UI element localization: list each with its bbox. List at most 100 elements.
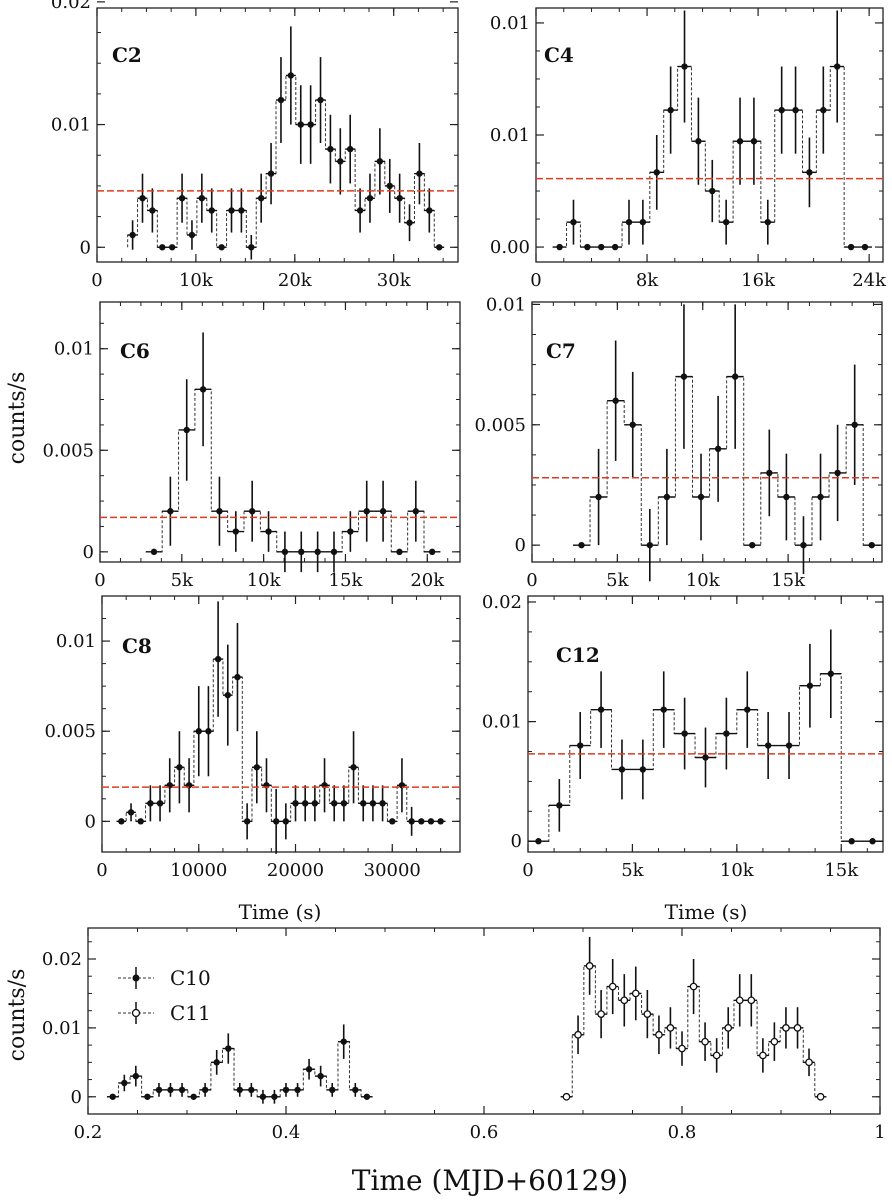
series-data-point	[618, 766, 626, 773]
series-step-line	[145, 388, 441, 553]
x-tick-label: 20k	[410, 570, 445, 591]
series-data-point	[188, 231, 196, 239]
series-data-point	[680, 373, 688, 380]
series-data-point	[598, 243, 605, 251]
series-data-point	[731, 373, 739, 380]
series-c10-data-point	[225, 1045, 232, 1052]
series-data-point	[267, 170, 275, 177]
x-tick-label: 5k	[621, 860, 644, 881]
x-tick-label: 30k	[377, 270, 412, 291]
y-tick-label: 0	[71, 1087, 82, 1108]
series-c11-data-point	[643, 1010, 652, 1018]
series-data-point	[653, 169, 660, 176]
series-data-point	[834, 469, 841, 477]
series-data-point	[744, 706, 751, 713]
x-tick-label: 10k	[686, 570, 721, 591]
x-tick-label: 5k	[171, 570, 194, 591]
series-c11-data-point	[597, 1010, 605, 1018]
series-data-point	[234, 673, 241, 681]
x-tick-label: 0	[522, 860, 533, 881]
y-tick-label: 0.01	[42, 1018, 82, 1039]
series-data-point	[556, 802, 563, 809]
series-data-point	[178, 194, 186, 202]
series-data-point	[301, 800, 309, 807]
series-data-point	[369, 800, 377, 807]
series-c11-data-point	[770, 1037, 779, 1046]
series-c10-data-point	[213, 1059, 220, 1066]
series-data-point	[208, 207, 215, 214]
series-data-point	[379, 800, 386, 807]
series-data-point	[428, 548, 436, 556]
series-step-line	[127, 74, 445, 248]
panel-label: C7	[546, 339, 576, 363]
x-axis-label-right: Time (s)	[665, 900, 748, 924]
series-data-point	[327, 145, 334, 153]
series-data-point	[330, 548, 338, 556]
x-tick-label: 0.8	[668, 1122, 697, 1143]
series-data-point	[535, 838, 542, 845]
y-tick-label: 0	[515, 535, 526, 556]
series-c10-data-point	[282, 1086, 290, 1094]
series-data-point	[806, 682, 814, 689]
series-data-point	[228, 207, 235, 214]
series-data-point	[149, 207, 156, 214]
series-data-point	[785, 742, 793, 749]
series-data-point	[660, 706, 667, 713]
series-data-point	[281, 548, 289, 556]
series-data-point	[137, 818, 144, 825]
series-data-point	[396, 548, 403, 556]
series-data-point	[792, 106, 799, 114]
series-data-point	[287, 72, 295, 79]
plot-frame	[99, 301, 461, 563]
series-step-line	[116, 658, 446, 822]
series-data-point	[282, 818, 290, 825]
series-data-point	[218, 244, 225, 251]
series-data-point	[736, 138, 744, 145]
series-data-point	[224, 691, 231, 699]
series-data-point	[156, 800, 164, 807]
series-c10-data-point	[178, 1086, 186, 1094]
series-c11-data-point	[631, 989, 640, 998]
series-data-point	[820, 106, 827, 114]
series-data-point	[412, 508, 420, 515]
series-data-point	[851, 421, 858, 428]
series-data-point	[709, 187, 716, 195]
series-c11-data-point	[747, 996, 756, 1005]
x-tick-label: 16k	[741, 270, 776, 291]
series-data-point	[869, 838, 876, 845]
series-data-point	[297, 121, 304, 128]
panel-c2: 0 10k 20k 30k 0 0.01 0.02 C2	[51, 0, 459, 291]
series-c11-data-point	[655, 1030, 663, 1039]
x-tick-label: 1	[874, 1122, 885, 1143]
series-data-point	[584, 243, 591, 251]
series-c10-data-point	[109, 1093, 116, 1100]
series-data-point	[868, 541, 875, 549]
series-data-point	[340, 800, 348, 807]
series-data-point	[257, 194, 265, 202]
series-data-point	[408, 818, 415, 825]
series-data-point	[360, 800, 367, 807]
series-data-point	[418, 818, 425, 825]
series-data-point	[331, 800, 338, 807]
panel-c8: 0 10000 20000 30000 0 0.005 0.01 C8	[44, 595, 461, 881]
series-c11-data-point	[816, 1092, 825, 1101]
series-data-point	[629, 421, 636, 428]
series-data-point	[639, 766, 647, 773]
series-data-point	[183, 426, 190, 434]
series-c11-data-point	[701, 1037, 709, 1046]
series-data-point	[168, 244, 176, 251]
y-tick-label: 0.005	[42, 440, 94, 461]
x-tick-label: 20000	[267, 860, 324, 881]
series-data-point	[426, 207, 433, 214]
series-data-point	[307, 121, 314, 128]
series-data-point	[356, 207, 364, 214]
series-data-point	[437, 818, 444, 825]
series-data-point	[848, 838, 855, 845]
series-data-point	[681, 730, 688, 737]
series-data-point	[722, 218, 730, 226]
series-c11-data-point	[574, 1030, 582, 1039]
series-data-point	[238, 207, 245, 214]
series-data-point	[118, 818, 125, 825]
series-c11-data-point	[678, 1044, 686, 1053]
